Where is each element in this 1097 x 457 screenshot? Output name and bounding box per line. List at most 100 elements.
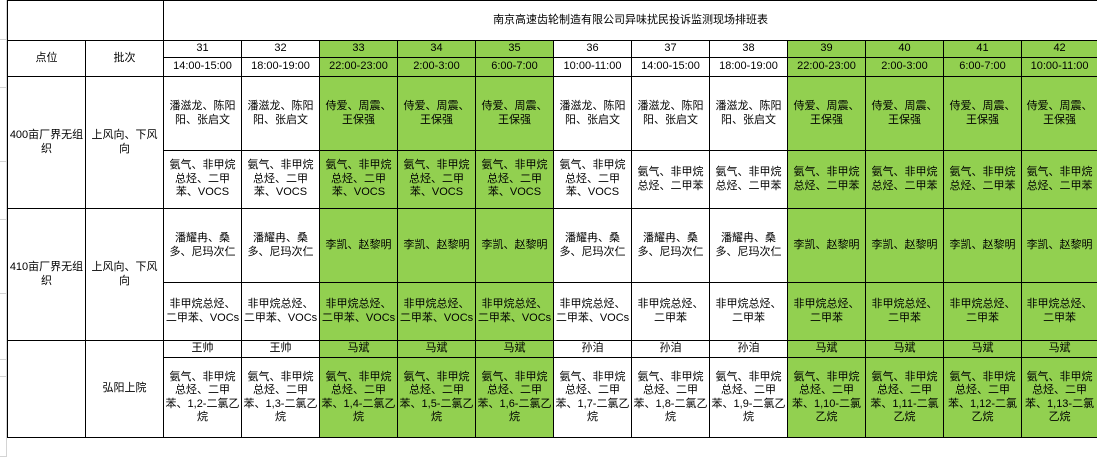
batch-time-39: 22:00-23:00 (787, 57, 866, 77)
staff-cell-r1-c10[interactable]: 侍爱、周震、 王保强 (865, 76, 944, 151)
gutter-row-4[interactable] (0, 162, 7, 220)
substance-cell-r2-c7[interactable]: 非甲烷总烃、二甲苯 (631, 282, 710, 341)
staff-cell-r2-c10[interactable]: 李凯、赵黎明 (865, 208, 944, 283)
staff-cell-r2-c3[interactable]: 李凯、赵黎明 (319, 208, 398, 283)
staff-cell-r1-c4[interactable]: 侍爱、周震、 王保强 (397, 76, 476, 151)
staff-cell-r2-c1[interactable]: 潘耀冉、桑多、尼玛次仁 (163, 208, 242, 283)
gutter-row-1[interactable] (0, 0, 7, 40)
substance-cell-r2-c2[interactable]: 非甲烷总烃、二甲苯、VOCs (241, 282, 320, 341)
substance-cell-r1-c7[interactable]: 氨气、非甲烷总烃、二甲苯 (631, 150, 710, 209)
batch-time-41: 6:00-7:00 (943, 57, 1022, 77)
staff-cell-r3-c6[interactable]: 孙洎 (553, 340, 632, 358)
substance-cell-r3-c11[interactable]: 氨气、非甲烷总烃、二甲苯、1,12-二氯乙烷 (943, 357, 1022, 438)
title-corner-blank (7, 0, 164, 41)
substance-cell-r2-c9[interactable]: 非甲烷总烃、二甲苯 (787, 282, 866, 341)
staff-cell-r3-c7[interactable]: 孙洎 (631, 340, 710, 358)
staff-cell-r3-c9[interactable]: 马斌 (787, 340, 866, 358)
batch-number-31: 31 (163, 40, 242, 58)
staff-cell-r2-c11[interactable]: 李凯、赵黎明 (943, 208, 1022, 283)
staff-cell-r3-c5[interactable]: 马斌 (475, 340, 554, 358)
substance-cell-r1-c1[interactable]: 氨气、非甲烷总烃、二甲苯、VOCS (163, 150, 242, 209)
substance-cell-r3-c12[interactable]: 氨气、非甲烷总烃、二甲苯、1,13-二氯乙烷 (1020, 357, 1097, 438)
row-2-substances: 非甲烷总烃、二甲苯、VOCs 非甲烷总烃、二甲苯、VOCs 非甲烷总烃、二甲苯、VO… (8, 282, 1097, 341)
substance-cell-r2-c12[interactable]: 非甲烷总烃、二甲苯 (1020, 282, 1097, 341)
staff-cell-r1-c2[interactable]: 潘滋龙、陈阳阳、张启文 (241, 76, 320, 151)
gutter-row-2[interactable] (0, 40, 7, 88)
staff-cell-r1-c9[interactable]: 侍爱、周震、 王保强 (787, 76, 866, 151)
row-point-label-1: 400亩厂界无组织 (7, 76, 86, 209)
staff-cell-r3-c3[interactable]: 马斌 (319, 340, 398, 358)
substance-cell-r3-c6[interactable]: 氨气、非甲烷总烃、二甲苯、1,7-二氯乙烷 (553, 357, 632, 438)
staff-cell-r2-c2[interactable]: 潘耀冉、桑多、尼玛次仁 (241, 208, 320, 283)
staff-cell-r1-c5[interactable]: 侍爱、周震、 王保强 (475, 76, 554, 151)
gutter-row-5[interactable] (0, 220, 7, 294)
staff-cell-r1-c6[interactable]: 潘滋龙、陈阳阳、张启文 (553, 76, 632, 151)
batch-number-35: 35 (475, 40, 554, 58)
substance-cell-r1-c12[interactable]: 氨气、非甲烷总烃、二甲苯 (1020, 150, 1097, 209)
staff-cell-r2-c8[interactable]: 潘耀冉、桑多、尼玛次仁 (709, 208, 788, 283)
title-row: 南京高速齿轮制造有限公司异味扰民投诉监测现场排班表 (7, 0, 1097, 41)
substance-cell-r1-c11[interactable]: 氨气、非甲烷总烃、二甲苯 (943, 150, 1022, 209)
substance-cell-r2-c8[interactable]: 非甲烷总烃、二甲苯 (709, 282, 788, 341)
substance-cell-r1-c2[interactable]: 氨气、非甲烷总烃、二甲苯、VOCS (241, 150, 320, 209)
gutter-row-7[interactable] (0, 360, 7, 377)
substance-cell-r3-c5[interactable]: 氨气、非甲烷总烃、二甲苯、1,6-二氯乙烷 (475, 357, 554, 438)
substance-cell-r1-c8[interactable]: 氨气、非甲烷总烃、二甲苯 (709, 150, 788, 209)
staff-cell-r1-c11[interactable]: 侍爱、周震、 王保强 (943, 76, 1022, 151)
substance-cell-r1-c4[interactable]: 氨气、非甲烷总烃、二甲苯、VOCS (397, 150, 476, 209)
page-title: 南京高速齿轮制造有限公司异味扰民投诉监测现场排班表 (162, 0, 1097, 41)
row-point-label-3 (7, 340, 86, 438)
substance-cell-r3-c10[interactable]: 氨气、非甲烷总烃、二甲苯、1,11-二氯乙烷 (865, 357, 944, 438)
substance-cell-r1-c5[interactable]: 氨气、非甲烷总烃、二甲苯、VOCS (475, 150, 554, 209)
batch-number-36: 36 (553, 40, 632, 58)
staff-cell-r1-c7[interactable]: 潘滋龙、陈阳阳、张启文 (631, 76, 710, 151)
staff-cell-r2-c9[interactable]: 李凯、赵黎明 (787, 208, 866, 283)
substance-cell-r1-c9[interactable]: 氨气、非甲烷总烃、二甲苯 (787, 150, 866, 209)
staff-cell-r2-c12[interactable]: 李凯、赵黎明 (1020, 208, 1097, 283)
staff-cell-r2-c5[interactable]: 李凯、赵黎明 (475, 208, 554, 283)
substance-cell-r3-c3[interactable]: 氨气、非甲烷总烃、二甲苯、1,4-二氯乙烷 (319, 357, 398, 438)
substance-cell-r1-c10[interactable]: 氨气、非甲烷总烃、二甲苯 (865, 150, 944, 209)
row-1-staff: 400亩厂界无组织 上风向、下风向 潘滋龙、陈阳阳、张启文 潘滋龙、陈阳阳、张启文 侍爱… (7, 76, 1097, 209)
substance-cell-r2-c11[interactable]: 非甲烷总烃、二甲苯 (943, 282, 1022, 341)
batch-time-35: 6:00-7:00 (475, 57, 554, 77)
substance-cell-r3-c2[interactable]: 氨气、非甲烷总烃、二甲苯、1,3-二氯乙烷 (241, 357, 320, 438)
staff-cell-r3-c11[interactable]: 马斌 (943, 340, 1022, 358)
staff-cell-r2-c4[interactable]: 李凯、赵黎明 (397, 208, 476, 283)
staff-cell-r3-c12[interactable]: 马斌 (1020, 340, 1097, 358)
substance-cell-r2-c5[interactable]: 非甲烷总烃、二甲苯、VOCs (475, 282, 554, 341)
batch-number-40: 40 (865, 40, 944, 58)
gutter-row-3[interactable] (0, 88, 7, 162)
staff-cell-r1-c1[interactable]: 潘滋龙、陈阳阳、张启文 (163, 76, 242, 151)
gutter-row-8[interactable] (0, 377, 7, 457)
substance-cell-r3-c4[interactable]: 氨气、非甲烷总烃、二甲苯、1,5-二氯乙烷 (397, 357, 476, 438)
staff-cell-r3-c1[interactable]: 王帅 (163, 340, 242, 358)
substance-cell-r3-c8[interactable]: 氨气、非甲烷总烃、二甲苯、1,9-二氯乙烷 (709, 357, 788, 438)
batch-time-34: 2:00-3:00 (397, 57, 476, 77)
row-2-staff: 410亩厂界无组织 上风向、下风向 潘耀冉、桑多、尼玛次仁 潘耀冉、桑多、尼玛次仁 李凯… (7, 208, 1097, 341)
substance-cell-r2-c6[interactable]: 非甲烷总烃、二甲苯、VOCs (553, 282, 632, 341)
batch-number-39: 39 (787, 40, 866, 58)
batch-time-42: 10:00-11:00 (1020, 57, 1097, 77)
substance-cell-r3-c9[interactable]: 氨气、非甲烷总烃、二甲苯、1,10-二氯乙烷 (787, 357, 866, 438)
substance-cell-r3-c1[interactable]: 氨气、非甲烷总烃、二甲苯、1,2-二氯乙烷 (163, 357, 242, 438)
substance-cell-r1-c3[interactable]: 氨气、非甲烷总烃、二甲苯、VOCS (319, 150, 398, 209)
row-batch-label-3: 弘阳上院 (85, 340, 164, 438)
staff-cell-r3-c2[interactable]: 王帅 (241, 340, 320, 358)
staff-cell-r1-c3[interactable]: 侍爱、周震、 王保强 (319, 76, 398, 151)
staff-cell-r3-c8[interactable]: 孙洎 (709, 340, 788, 358)
staff-cell-r2-c7[interactable]: 潘耀冉、桑多、尼玛次仁 (631, 208, 710, 283)
staff-cell-r1-c8[interactable]: 潘滋龙、陈阳阳、张启文 (709, 76, 788, 151)
staff-cell-r2-c6[interactable]: 潘耀冉、桑多、尼玛次仁 (553, 208, 632, 283)
staff-cell-r3-c4[interactable]: 马斌 (397, 340, 476, 358)
substance-cell-r3-c7[interactable]: 氨气、非甲烷总烃、二甲苯、1,8-二氯乙烷 (631, 357, 710, 438)
substance-cell-r2-c3[interactable]: 非甲烷总烃、二甲苯、VOCs (319, 282, 398, 341)
substance-cell-r2-c10[interactable]: 非甲烷总烃、二甲苯 (865, 282, 944, 341)
staff-cell-r3-c10[interactable]: 马斌 (865, 340, 944, 358)
substance-cell-r1-c6[interactable]: 氨气、非甲烷总烃、二甲苯、VOCS (553, 150, 632, 209)
gutter-row-6[interactable] (0, 294, 7, 360)
substance-cell-r2-c4[interactable]: 非甲烷总烃、二甲苯、VOCs (397, 282, 476, 341)
staff-cell-r1-c12[interactable]: 侍爱、周震、 王保强 (1020, 76, 1097, 151)
substance-cell-r2-c1[interactable]: 非甲烷总烃、二甲苯、VOCs (163, 282, 242, 341)
